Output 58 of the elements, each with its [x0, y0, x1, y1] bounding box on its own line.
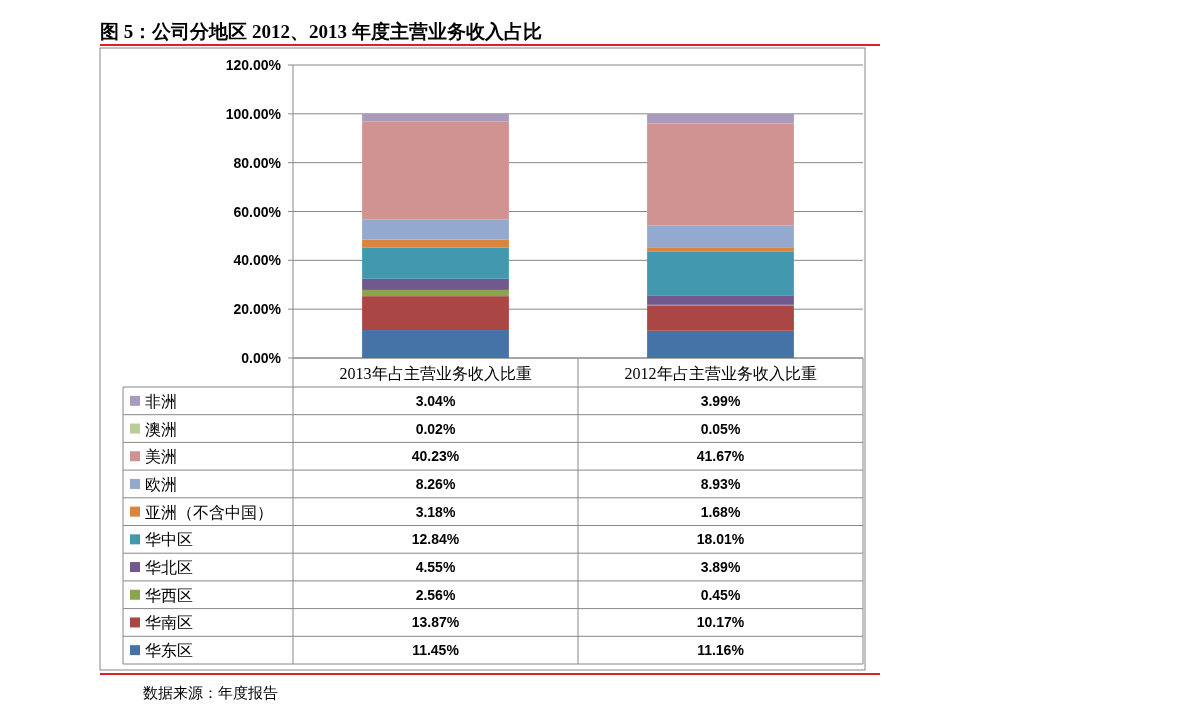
bar [647, 113, 794, 124]
y-tick-label: 40.00% [233, 252, 282, 269]
legend-label: 华中区 [145, 531, 193, 549]
bar [362, 247, 509, 279]
bar [647, 305, 794, 331]
bar [362, 296, 509, 331]
bar [647, 251, 794, 296]
y-tick-label: 100.00% [225, 105, 282, 122]
data-label: 18.01% [696, 531, 745, 548]
y-tick-label: 20.00% [233, 301, 282, 318]
legend-label: 华北区 [145, 559, 193, 577]
data-label: 2.56% [415, 586, 456, 603]
data-label: 11.45% [412, 642, 460, 659]
data-label: 0.02% [415, 420, 456, 437]
legend-label: 华东区 [145, 642, 193, 660]
legend-label: 华西区 [145, 586, 193, 604]
data-label: 0.05% [700, 420, 741, 437]
data-label: 1.68% [700, 503, 741, 520]
data-label: 3.99% [700, 392, 741, 409]
y-tick-label: 60.00% [233, 203, 282, 220]
x-tick-label: 2012年占主营业务收入比重 [624, 365, 817, 382]
y-tick-label: 0.00% [241, 350, 282, 366]
legend-label: 亚洲（不含中国） [145, 503, 273, 521]
legend-label: 澳洲 [145, 420, 177, 438]
data-label: 4.55% [415, 559, 456, 576]
bar [362, 289, 509, 297]
data-label: 3.18% [415, 503, 456, 520]
bar [362, 239, 509, 248]
data-label: 8.26% [415, 475, 456, 492]
bar [362, 219, 509, 240]
chart-title: 图 5：公司分地区 2012、2013 年度主营业务收入占比 [100, 21, 542, 42]
legend-label: 欧洲 [145, 475, 177, 493]
y-tick-label: 120.00% [225, 57, 282, 73]
legend-label: 美洲 [145, 448, 177, 466]
bar [362, 121, 509, 220]
data-label: 12.84% [411, 531, 460, 548]
legend-label: 非洲 [145, 392, 177, 410]
source-note: 数据来源：年度报告 [143, 685, 278, 701]
data-label: 8.93% [700, 475, 741, 492]
data-label: 3.89% [700, 559, 741, 576]
data-label: 40.23% [411, 448, 460, 465]
x-tick-label: 2013年占主营业务收入比重 [339, 365, 532, 382]
bar [647, 330, 794, 358]
bar [647, 295, 794, 305]
data-label: 10.17% [696, 614, 745, 631]
y-tick-label: 80.00% [233, 154, 282, 171]
bar [647, 225, 794, 248]
data-label: 3.04% [415, 392, 456, 409]
bar [362, 330, 509, 358]
bar [647, 123, 794, 226]
bar [362, 113, 509, 122]
data-label: 41.67% [696, 448, 745, 465]
data-label: 0.45% [700, 586, 741, 603]
data-label: 11.16% [697, 642, 745, 659]
bar [362, 278, 509, 290]
legend-label: 华南区 [145, 614, 193, 632]
data-label: 13.87% [411, 614, 460, 631]
bar [647, 247, 794, 252]
